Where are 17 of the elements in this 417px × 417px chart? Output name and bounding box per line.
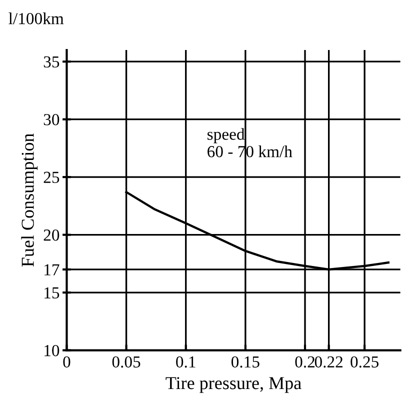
x-axis-title: Tire pressure, Mpa — [166, 377, 302, 393]
y-tick-label: 15 — [44, 287, 60, 298]
y-tick-label: 10 — [44, 344, 60, 356]
text: l/100km — [8, 12, 64, 24]
y-tick-label: 17 — [44, 264, 60, 276]
x-tick-label: 0.2 — [295, 356, 315, 368]
y-tick-label: 25 — [44, 172, 60, 184]
y-axis-title: Fuel Consumption — [21, 133, 38, 267]
x-tick-label: 0 — [63, 356, 70, 368]
x-tick-label: 0.15 — [231, 356, 260, 368]
y-tick-label: 30 — [44, 114, 60, 126]
x-tick-label: 0.05 — [112, 356, 140, 368]
x-tick-label: 0.22 — [314, 356, 342, 368]
y-tick-label: 35 — [44, 56, 60, 68]
x-tick-label: 0.25 — [350, 356, 379, 368]
y-tick-label: 20 — [44, 230, 60, 241]
x-tick-label: 0.1 — [176, 356, 196, 368]
